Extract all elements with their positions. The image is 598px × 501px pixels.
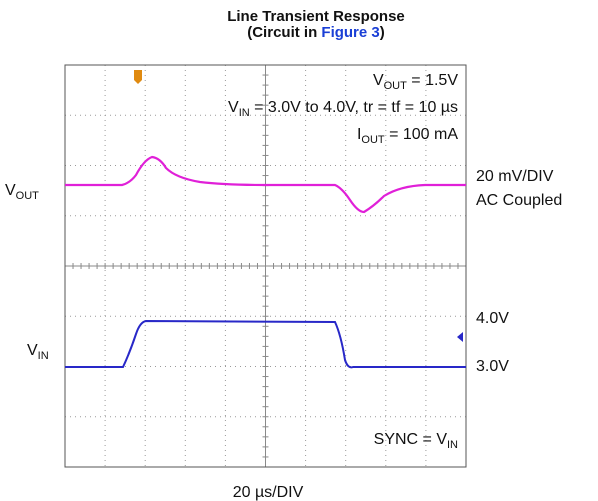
- annotation-rest: = 1.5V: [407, 72, 458, 89]
- sync-base: SYNC = V: [374, 431, 448, 448]
- label-base: V: [5, 182, 16, 199]
- vout-label: VOUT: [5, 182, 39, 202]
- annotation-sub: OUT: [384, 80, 408, 92]
- figure-link[interactable]: Figure 3: [321, 24, 379, 41]
- scope-grid: [64, 64, 467, 468]
- scale-label: 20 mV/DIV: [476, 168, 554, 185]
- annotation-base: I: [357, 126, 361, 143]
- level-label: 4.0V: [476, 310, 509, 327]
- title: Line Transient Response: [227, 8, 405, 25]
- time-scale: 20 µs/DIV: [233, 484, 304, 501]
- annotation: IOUT = 100 mA: [357, 126, 458, 146]
- annotation: VOUT = 1.5V: [373, 72, 458, 92]
- vin-label: VIN: [27, 342, 49, 362]
- label-base: V: [27, 342, 38, 359]
- vout-trace: [65, 155, 466, 214]
- subtitle-prefix: (Circuit in: [247, 24, 321, 41]
- annotation: VIN = 3.0V to 4.0V, tr = tf = 10 µs: [228, 99, 458, 119]
- label-sub: OUT: [16, 190, 40, 202]
- coupling-label: AC Coupled: [476, 192, 562, 209]
- annotation-sub: OUT: [361, 134, 385, 146]
- annotation-rest: = 100 mA: [385, 126, 459, 143]
- subtitle: (Circuit in Figure 3): [247, 24, 385, 41]
- annotation-rest: = 3.0V to 4.0V, tr = tf = 10 µs: [250, 99, 458, 116]
- subtitle-suffix: ): [380, 24, 385, 41]
- trigger-marker: [134, 70, 142, 84]
- label-sub: IN: [38, 350, 49, 362]
- annotation-sub: IN: [239, 107, 250, 119]
- level-label: 3.0V: [476, 358, 509, 375]
- sync-label: SYNC = VIN: [374, 431, 458, 451]
- level-marker: [457, 332, 463, 342]
- vin-trace: [65, 319, 466, 369]
- scope-frame: [64, 64, 467, 468]
- sync-sub: IN: [447, 439, 458, 451]
- annotation-base: V: [228, 99, 239, 116]
- annotation-base: V: [373, 72, 384, 89]
